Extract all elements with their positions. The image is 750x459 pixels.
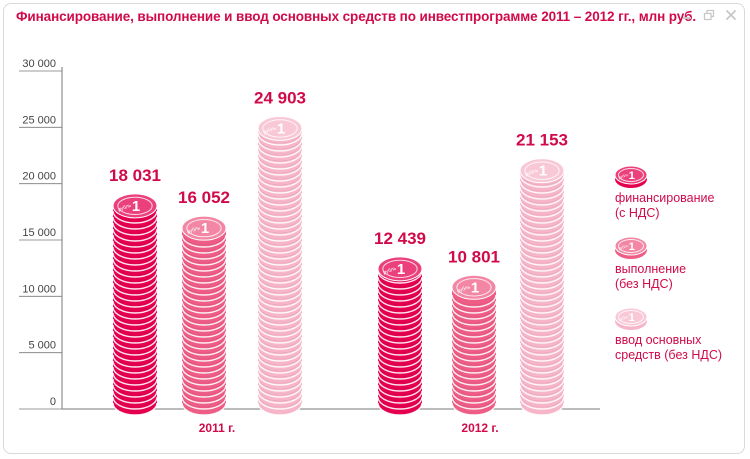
svg-text:рубль: рубль (618, 244, 629, 251)
svg-text:1: 1 (277, 120, 285, 137)
y-tick-label: 15 000 (22, 227, 56, 239)
restore-icon (703, 9, 715, 21)
y-tick-label: 20 000 (22, 171, 56, 183)
y-tick-label: 5 000 (28, 340, 56, 352)
legend-label: финансирование (с НДС) (615, 191, 715, 220)
svg-text:1: 1 (629, 241, 635, 253)
svg-text:рубль: рубль (618, 315, 629, 322)
y-tick-label: 30 000 (22, 58, 56, 70)
svg-text:1: 1 (201, 220, 209, 237)
legend-label: ввод основных средств (без НДС) (615, 333, 723, 362)
svg-text:рубль: рубль (382, 266, 397, 276)
svg-text:1: 1 (397, 261, 405, 278)
data-label: 21 153 (516, 131, 568, 150)
svg-text:1: 1 (629, 170, 635, 182)
chart-title: Финансирование, выполнение и ввод основн… (16, 9, 697, 24)
y-tick-label: 10 000 (22, 283, 56, 295)
y-tick-label: 0 (50, 396, 56, 408)
data-label: 12 439 (374, 229, 426, 248)
data-label: 18 031 (109, 166, 161, 185)
svg-text:1: 1 (132, 198, 140, 215)
window-controls (680, 8, 738, 22)
svg-text:рубль: рубль (618, 173, 629, 180)
legend-label: выполнение (без НДС) (615, 262, 687, 291)
close-button[interactable] (724, 8, 738, 22)
x-category-label: 2012 г. (461, 421, 498, 435)
svg-text:рубль: рубль (186, 225, 201, 235)
data-label: 24 903 (254, 88, 306, 107)
minimize-button[interactable] (680, 8, 694, 22)
svg-text:рубль: рубль (456, 284, 471, 294)
svg-text:1: 1 (471, 279, 479, 296)
y-tick-label: 25 000 (22, 114, 56, 126)
svg-text:рубль: рубль (262, 125, 277, 135)
svg-text:1: 1 (539, 163, 547, 180)
svg-text:1: 1 (629, 312, 635, 324)
minimize-icon (683, 17, 691, 19)
close-icon (726, 10, 736, 20)
x-category-label: 2011 г. (199, 421, 236, 435)
svg-text:рубль: рубль (524, 167, 539, 177)
data-label: 16 052 (178, 188, 230, 207)
data-label: 10 801 (448, 247, 500, 266)
restore-button[interactable] (702, 8, 716, 22)
svg-text:рубль: рубль (117, 203, 132, 213)
